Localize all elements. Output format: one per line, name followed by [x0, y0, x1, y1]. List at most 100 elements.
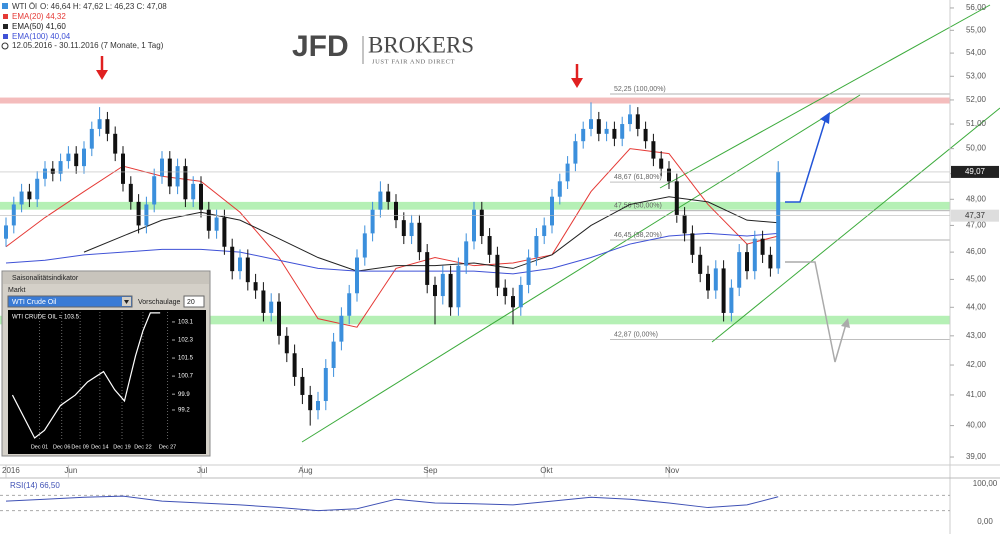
zones	[0, 97, 950, 325]
candle-body	[113, 133, 118, 154]
candle-body	[362, 233, 367, 258]
y-tick-label: 40,00	[966, 421, 987, 430]
candle-body	[417, 222, 422, 253]
candle-body	[433, 284, 437, 297]
inset-x-label: Dec 27	[159, 444, 176, 450]
y-tick-label: 50,00	[966, 144, 987, 153]
market-dropdown[interactable]	[7, 295, 133, 308]
candle-body	[167, 158, 172, 187]
candle-body	[596, 119, 601, 134]
candle-body	[11, 204, 16, 226]
legend-label: EMA(100) 40,04	[12, 32, 71, 41]
x-tick-label: Jun	[64, 466, 77, 475]
projection-arrow	[785, 261, 847, 363]
candle-body	[651, 141, 656, 159]
candle-body	[682, 214, 687, 234]
candle-body	[659, 158, 664, 169]
candle-body	[589, 119, 593, 129]
legend: WTI Öl O: 46,64 H: 47,62 L: 46,23 C: 47,…	[1, 2, 167, 50]
candle-body	[105, 119, 110, 134]
preview-label: Vorschaulage	[138, 299, 181, 306]
projection-arrow	[785, 117, 827, 203]
market-value: WTI Crude Oil	[12, 299, 57, 306]
candle-body	[66, 153, 71, 162]
inset-y-label: 100.7	[178, 374, 194, 380]
inset-x-label: Dec 14	[91, 444, 108, 450]
candle-body	[690, 233, 695, 255]
arrows	[96, 56, 850, 363]
zone	[0, 201, 950, 210]
y-tick-label: 44,00	[966, 302, 987, 311]
candle-body	[300, 376, 305, 395]
candle-body	[448, 273, 453, 308]
candle-body	[729, 287, 734, 313]
candle-body	[58, 161, 63, 174]
candle-body	[82, 148, 86, 167]
candle-body	[752, 238, 757, 272]
candle-body	[674, 181, 679, 215]
inset-y-label: 102.3	[178, 338, 194, 344]
candle-body	[542, 225, 547, 237]
ema-line	[5, 232, 779, 275]
trend-lines	[301, 4, 1000, 443]
candle-body	[581, 128, 586, 142]
trend-line	[659, 4, 991, 189]
signal-arrow	[96, 70, 108, 80]
candle-body	[456, 265, 461, 308]
candle-body	[511, 296, 515, 308]
candle-body	[160, 158, 164, 177]
inset-x-label: Dec 22	[134, 444, 151, 450]
candle-body	[760, 238, 765, 255]
fib-label: 42,87 (0,00%)	[614, 331, 658, 338]
candle-body	[768, 254, 773, 269]
candle-body	[713, 268, 718, 291]
candle-body	[253, 282, 258, 291]
legend-swatch	[3, 14, 8, 19]
rsi-line	[5, 495, 779, 512]
seasonal-line	[11, 312, 161, 439]
price-tag	[951, 165, 999, 178]
candle-body	[721, 268, 726, 313]
candle-body	[737, 252, 742, 288]
candle-body	[386, 191, 391, 202]
logo: JFD BROKERS JUST FAIR AND DIRECT	[292, 30, 474, 66]
candle-body	[409, 222, 414, 237]
inset-x-label: Dec 19	[113, 444, 130, 450]
logo-tagline: JUST FAIR AND DIRECT	[372, 58, 455, 65]
candle-body	[464, 241, 469, 266]
inset-y-label: 101.5	[178, 356, 194, 362]
candle-body	[635, 114, 640, 129]
rsi-label: RSI(14) 66,50	[10, 481, 60, 490]
candle-body	[35, 178, 40, 200]
inset-x-label: Dec 06	[53, 444, 70, 450]
candle-body	[526, 257, 531, 285]
candle-body	[175, 166, 180, 187]
candle-body	[378, 191, 383, 210]
x-tick-label: 2016	[2, 466, 20, 475]
price-tag-label: 47,37	[965, 211, 986, 220]
y-tick-label: 52,00	[966, 95, 987, 104]
inset-plot	[8, 310, 206, 454]
rsi-tick-label: 0,00	[977, 517, 993, 526]
candle-body	[487, 236, 492, 255]
candle-body	[518, 284, 523, 308]
preview-input[interactable]	[183, 295, 205, 308]
candle-body	[698, 254, 703, 274]
candle-body	[557, 181, 562, 197]
candle-body	[347, 293, 352, 316]
y-tick-label: 41,00	[966, 390, 987, 399]
fib-label: 52,25 (100,00%)	[614, 86, 666, 93]
candle-body	[269, 301, 274, 313]
candle-body	[425, 252, 430, 285]
candle-body	[136, 201, 141, 226]
zone	[0, 97, 950, 104]
price-tag-label: 49,07	[965, 167, 986, 176]
dropdown-arrow	[124, 300, 129, 304]
candle-body	[503, 287, 508, 297]
candle-body	[495, 254, 500, 288]
candle-body	[643, 128, 648, 142]
trend-line	[711, 107, 1000, 343]
candle-body	[323, 367, 328, 402]
candle-body	[292, 353, 297, 377]
candle-body	[331, 341, 336, 368]
